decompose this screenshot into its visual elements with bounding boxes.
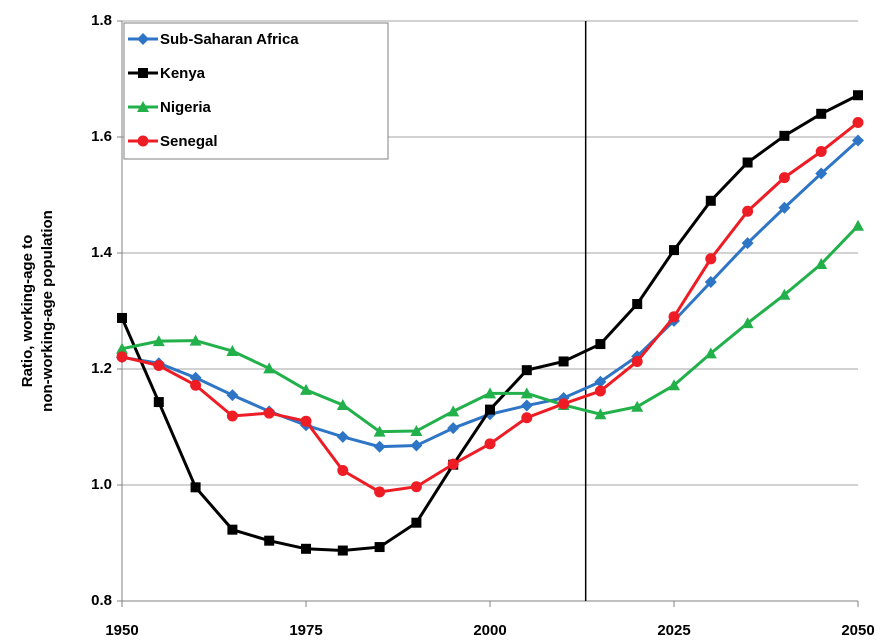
marker xyxy=(336,398,349,410)
legend-marker xyxy=(137,101,149,112)
marker xyxy=(411,517,422,528)
x-tick-label: 1975 xyxy=(289,622,322,639)
marker xyxy=(668,311,680,323)
legend-marker xyxy=(137,135,149,147)
marker xyxy=(778,172,790,184)
y-tick-label: 1.4 xyxy=(91,244,113,261)
marker xyxy=(742,205,754,217)
marker xyxy=(410,481,422,493)
marker xyxy=(521,365,532,376)
marker xyxy=(520,399,533,412)
marker xyxy=(226,410,238,422)
marker xyxy=(336,430,349,443)
marker xyxy=(263,407,275,419)
x-tick-label: 2000 xyxy=(473,622,506,639)
series-line xyxy=(121,121,859,494)
marker xyxy=(484,438,496,450)
marker xyxy=(520,387,533,399)
y-tick-label: 1.6 xyxy=(91,128,112,145)
marker xyxy=(595,339,606,350)
marker xyxy=(152,335,165,347)
marker xyxy=(521,412,533,424)
legend-label: Senegal xyxy=(160,133,218,150)
marker xyxy=(742,157,753,168)
y-axis-label: non-working-age population xyxy=(39,210,56,412)
marker xyxy=(669,245,679,256)
y-tick-label: 1.8 xyxy=(91,12,112,29)
marker xyxy=(852,219,864,231)
marker xyxy=(301,543,311,554)
legend-marker xyxy=(138,68,148,78)
marker xyxy=(226,345,239,357)
x-tick-label: 2050 xyxy=(841,622,874,639)
marker xyxy=(447,405,460,417)
marker xyxy=(778,288,791,300)
marker xyxy=(704,347,717,359)
y-tick-label: 1.0 xyxy=(91,476,112,493)
marker xyxy=(337,545,348,556)
x-tick-label: 1950 xyxy=(105,622,138,639)
marker xyxy=(373,425,386,437)
marker xyxy=(815,258,828,270)
legend-marker xyxy=(137,33,149,45)
marker xyxy=(816,108,827,119)
legend-label: Sub-Saharan Africa xyxy=(160,31,299,48)
marker xyxy=(779,130,790,141)
marker xyxy=(190,379,202,391)
marker xyxy=(704,276,717,288)
marker xyxy=(264,535,275,546)
marker xyxy=(300,415,312,427)
marker xyxy=(594,385,606,397)
marker xyxy=(558,356,569,367)
marker xyxy=(632,299,643,310)
marker xyxy=(410,425,423,437)
marker xyxy=(852,117,864,128)
marker xyxy=(410,439,423,452)
marker xyxy=(117,312,127,323)
marker xyxy=(374,542,385,553)
marker xyxy=(373,440,386,453)
marker xyxy=(447,422,460,435)
marker xyxy=(741,317,754,329)
marker xyxy=(227,524,238,535)
marker xyxy=(116,342,128,354)
legend-label: Kenya xyxy=(160,65,206,82)
marker xyxy=(374,486,386,498)
marker xyxy=(668,379,680,391)
marker xyxy=(705,253,717,265)
marker xyxy=(263,362,276,374)
marker xyxy=(705,195,716,206)
marker xyxy=(116,351,128,363)
marker xyxy=(815,167,828,180)
marker xyxy=(484,387,496,399)
marker xyxy=(189,334,202,346)
marker xyxy=(153,360,165,372)
marker xyxy=(485,404,495,415)
y-tick-label: 0.8 xyxy=(91,592,112,609)
marker xyxy=(852,134,864,147)
legend-box xyxy=(123,22,389,160)
marker xyxy=(558,398,570,410)
marker xyxy=(153,397,164,408)
marker xyxy=(741,237,754,250)
legend-label: Nigeria xyxy=(160,99,212,116)
marker xyxy=(594,408,607,420)
x-tick-label: 2025 xyxy=(657,622,690,639)
marker xyxy=(300,383,312,395)
marker xyxy=(815,146,827,157)
marker xyxy=(778,201,791,214)
marker xyxy=(594,375,607,388)
marker xyxy=(631,355,643,367)
marker xyxy=(337,465,349,476)
marker xyxy=(853,90,863,101)
marker xyxy=(190,482,201,493)
marker xyxy=(226,389,239,402)
marker xyxy=(631,400,644,412)
marker xyxy=(447,458,459,470)
y-tick-label: 1.2 xyxy=(91,360,112,377)
y-axis-label: Ratio, working-age to xyxy=(19,235,36,388)
